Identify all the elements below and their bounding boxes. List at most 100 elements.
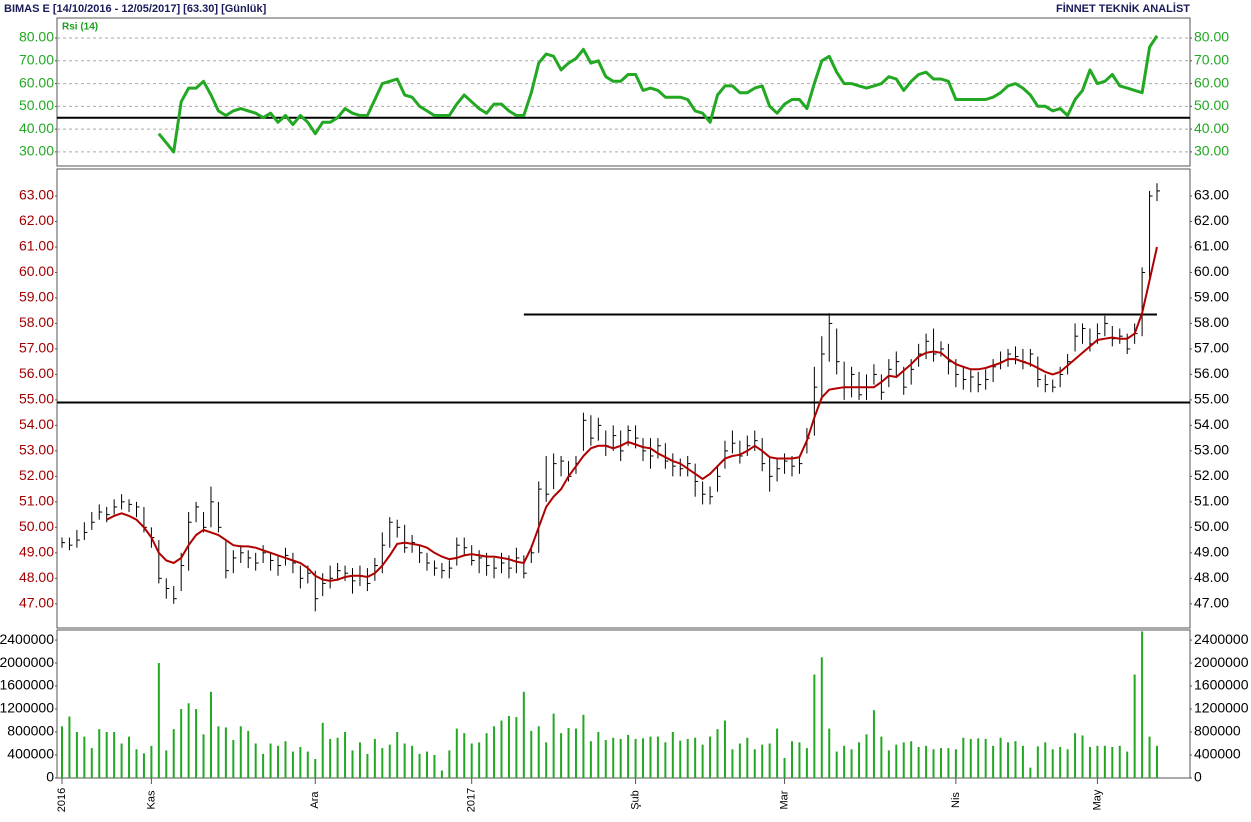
y-tick-label: 70.00 <box>1194 52 1229 68</box>
volume-bar <box>679 740 682 778</box>
x-tick-label: 2017 <box>466 788 478 812</box>
volume-bar <box>1066 749 1069 778</box>
y-tick-label: 58.00 <box>1194 314 1229 330</box>
volume-bar <box>232 740 235 778</box>
volume-bar <box>574 728 577 778</box>
volume-bar <box>597 732 600 778</box>
volume-bar <box>440 770 443 778</box>
volume-bar <box>1059 746 1062 778</box>
volume-bar <box>68 716 71 778</box>
y-tick-label: 53.00 <box>19 442 54 458</box>
volume-bar <box>455 728 458 778</box>
volume-bar <box>172 729 175 778</box>
volume-bar <box>962 737 965 778</box>
volume-bar <box>746 737 749 778</box>
volume-bar <box>872 710 875 778</box>
y-tick-label: 70.00 <box>19 52 54 68</box>
volume-bar <box>649 736 652 778</box>
volume-bar <box>470 743 473 778</box>
volume-bar <box>1029 767 1032 778</box>
y-tick-label: 63.00 <box>19 187 54 203</box>
y-tick-label: 1200000 <box>1194 700 1249 716</box>
volume-bar <box>1103 745 1106 778</box>
volume-bar <box>552 713 555 778</box>
x-tick-label: 2016 <box>56 788 68 812</box>
y-tick-label: 400000 <box>7 746 54 762</box>
y-tick-label: 48.00 <box>1194 569 1229 585</box>
volume-bar <box>537 726 540 778</box>
volume-bar <box>843 745 846 778</box>
volume-bar <box>1074 733 1077 778</box>
volume-bar <box>723 720 726 778</box>
volume-bar <box>984 738 987 778</box>
panel-frame <box>56 17 1191 167</box>
y-tick-label: 51.00 <box>1194 493 1229 509</box>
volume-bar <box>336 737 339 778</box>
y-tick-label: 50.00 <box>19 97 54 113</box>
volume-bar <box>969 738 972 778</box>
volume-bar <box>619 738 622 778</box>
volume-bar <box>589 741 592 778</box>
volume-bar <box>664 742 667 778</box>
y-tick-label: 54.00 <box>19 416 54 432</box>
volume-bar <box>932 749 935 778</box>
y-tick-label: 2000000 <box>1194 654 1249 670</box>
volume-bar <box>1081 735 1084 778</box>
volume-bar <box>403 743 406 778</box>
volume-bar <box>366 753 369 778</box>
volume-bar <box>269 743 272 778</box>
y-tick-label: 30.00 <box>19 143 54 159</box>
volume-bar <box>1036 746 1039 778</box>
volume-bar <box>791 741 793 778</box>
volume-bar <box>344 732 347 778</box>
volume-bar <box>768 743 771 778</box>
volume-bar <box>522 691 525 778</box>
volume-bar <box>418 753 421 778</box>
volume-bar <box>105 732 108 778</box>
y-tick-label: 56.00 <box>19 365 54 381</box>
volume-bar <box>448 750 451 778</box>
y-tick-label: 52.00 <box>1194 467 1229 483</box>
volume-bar <box>500 720 503 778</box>
volume-bar <box>128 736 131 778</box>
volume-bar <box>98 729 101 778</box>
volume-bar <box>291 751 294 778</box>
x-tick-label: Mar <box>778 790 790 809</box>
volume-bar <box>954 749 957 778</box>
volume-bar <box>373 738 376 778</box>
y-tick-label: 2400000 <box>1194 631 1249 647</box>
volume-bar <box>217 726 220 778</box>
y-tick-label: 60.00 <box>19 74 54 90</box>
volume-bar <box>195 709 198 778</box>
y-tick-label: 1600000 <box>1194 677 1249 693</box>
volume-bar <box>180 709 183 778</box>
volume-bar <box>701 744 704 778</box>
volume-bar <box>224 727 227 778</box>
volume-bar <box>582 714 585 778</box>
volume-bar <box>656 736 659 778</box>
volume-bar <box>627 734 630 778</box>
volume-bar <box>783 757 786 778</box>
volume-bar <box>850 749 853 778</box>
y-tick-label: 59.00 <box>19 289 54 305</box>
volume-bar <box>426 751 428 778</box>
volume-bar <box>835 751 838 778</box>
y-tick-label: 58.00 <box>19 314 54 330</box>
y-tick-label: 0 <box>46 769 54 785</box>
volume-bar <box>813 674 816 778</box>
y-tick-label: 55.00 <box>19 391 54 407</box>
volume-bar <box>202 734 205 778</box>
volume-bar <box>567 727 570 778</box>
y-tick-label: 50.00 <box>1194 97 1229 113</box>
volume-bar <box>262 753 265 778</box>
y-tick-label: 59.00 <box>1194 289 1229 305</box>
chart-title: BIMAS E [14/10/2016 - 12/05/2017] [63.30… <box>4 3 267 15</box>
y-tick-label: 60.00 <box>1194 74 1229 90</box>
y-tick-label: 56.00 <box>1194 365 1229 381</box>
y-tick-label: 50.00 <box>19 518 54 534</box>
y-tick-label: 400000 <box>1194 746 1241 762</box>
volume-bar <box>433 755 436 778</box>
y-tick-label: 1200000 <box>0 700 54 716</box>
y-tick-label: 61.00 <box>1194 238 1229 254</box>
volume-bar <box>396 732 399 778</box>
